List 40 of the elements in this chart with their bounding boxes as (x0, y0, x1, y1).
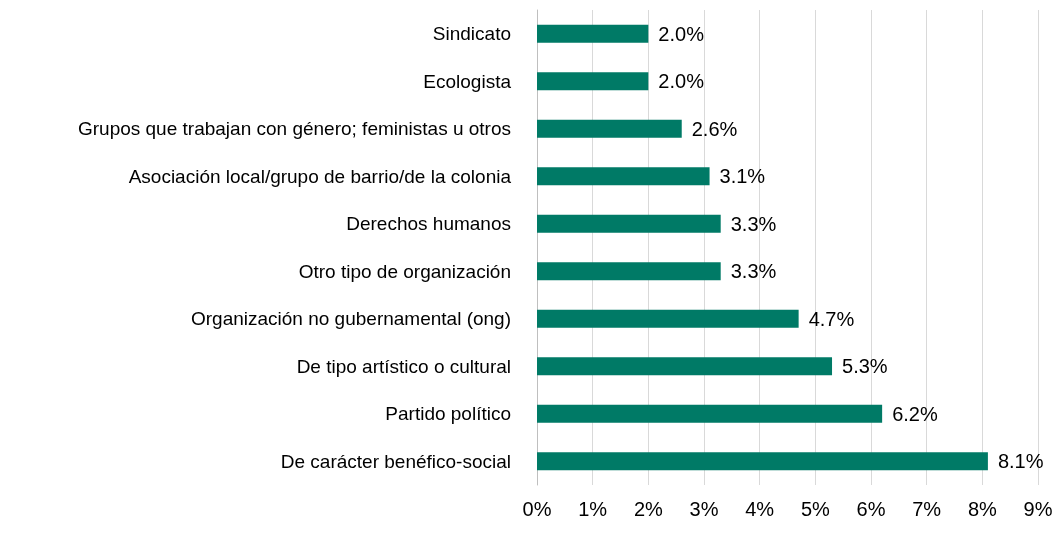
bar (537, 357, 833, 376)
x-tick-label: 0% (522, 498, 552, 520)
data-label: 5.3% (842, 355, 888, 378)
y-tick-label: De carácter benéfico-social (280, 450, 511, 472)
y-tick-label: Otro tipo de organización (298, 260, 511, 282)
x-tick-label: 2% (633, 498, 663, 520)
data-label: 2.6% (691, 117, 738, 140)
x-tick-label: 7% (912, 498, 942, 520)
x-tick-label: 1% (578, 498, 608, 520)
y-tick-label: Derechos humanos (346, 213, 511, 235)
y-tick-label: Organización no gubernamental (ong) (190, 308, 511, 330)
bar (537, 262, 721, 281)
bar (537, 119, 682, 138)
bar (537, 167, 710, 186)
x-tick-label: 8% (967, 498, 997, 520)
y-tick-label: Asociación local/grupo de barrio/de la colonia (128, 165, 512, 187)
bar (537, 404, 883, 423)
x-tick-label: 6% (856, 498, 886, 520)
data-label: 6.2% (892, 402, 938, 425)
x-tick-label: 4% (745, 498, 775, 520)
x-tick-label: 9% (1023, 498, 1053, 520)
y-tick-label: Partido político (385, 403, 511, 425)
data-label: 2.0% (658, 70, 705, 93)
bar (537, 309, 799, 328)
data-label: 8.1% (997, 450, 1044, 473)
y-tick-label: Grupos que trabajan con género; feministas u otros (77, 118, 511, 140)
bar (537, 214, 721, 233)
bar (537, 24, 649, 43)
y-tick-label: Ecologista (423, 70, 512, 92)
x-tick-label: 5% (800, 498, 830, 520)
data-label: 4.7% (808, 307, 855, 330)
data-label: 3.3% (730, 260, 777, 283)
x-tick-label: 3% (689, 498, 719, 520)
y-tick-label: De tipo artístico o cultural (296, 355, 511, 377)
data-label: 3.3% (730, 212, 777, 235)
data-label: 2.0% (658, 22, 705, 45)
y-tick-label: Sindicato (432, 23, 511, 45)
bar (537, 72, 649, 91)
bar (537, 452, 988, 471)
data-label: 3.1% (719, 165, 766, 188)
